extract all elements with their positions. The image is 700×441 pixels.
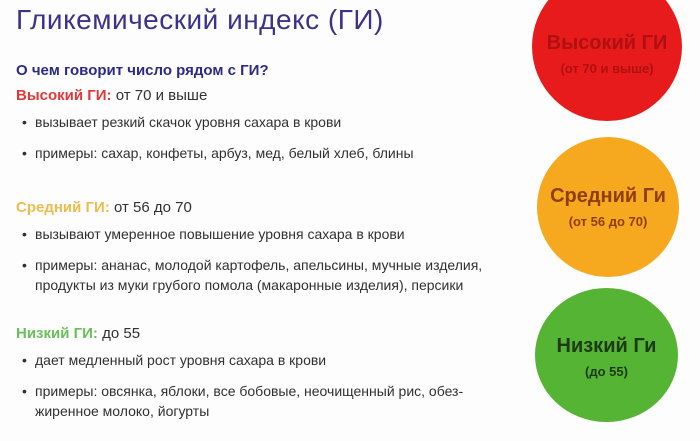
- low-gi-label: Низкий ГИ:: [16, 325, 98, 342]
- page-title: Гликемический индекс (ГИ): [16, 4, 384, 35]
- section-heading: Средний ГИ: от 56 до 70: [16, 198, 496, 217]
- bullet-item: примеры: сахар, конфеты, арбуз, мед, бел…: [22, 143, 496, 163]
- section-heading: Низкий ГИ: до 55: [16, 324, 496, 343]
- bullet-line: вызывает резкий скачок уровня сахара в к…: [35, 114, 342, 130]
- bullet-line: продукты из муки грубого помола (макарон…: [35, 277, 464, 293]
- bullet-item: дает медленный рост уровня сахара в кров…: [22, 350, 496, 370]
- circle-label: Низкий Ги: [556, 335, 657, 357]
- bullet-line: примеры: ананас, молодой картофель, апел…: [35, 257, 483, 273]
- bullet-item: вызывает резкий скачок уровня сахара в к…: [22, 112, 496, 132]
- medium-gi-range: от 56 до 70: [113, 199, 192, 216]
- low-gi-circle: Низкий Ги (до 55): [535, 288, 678, 422]
- circle-label: Высокий ГИ: [546, 31, 668, 54]
- bullet-line: жиренное молоко, йогурты: [35, 403, 210, 419]
- high-gi-range: от 70 и выше: [115, 87, 208, 104]
- high-gi-circle: Высокий ГИ (от 70 и выше): [532, 0, 682, 121]
- circle-subtitle: (от 56 до 70): [568, 214, 648, 229]
- bullet-line: примеры: овсянка, яблоки, все бобовые, н…: [35, 383, 464, 399]
- bullet-list: вызывает резкий скачок уровня сахара в к…: [16, 112, 496, 163]
- bullet-line: вызывают умеренное повышение уровня саха…: [35, 226, 405, 242]
- bullet-item: вызывают умеренное повышение уровня саха…: [22, 224, 496, 244]
- medium-gi-label: Средний ГИ:: [16, 199, 110, 216]
- bullet-item: примеры: ананас, молодой картофель, апел…: [22, 255, 496, 295]
- bullet-line: примеры: сахар, конфеты, арбуз, мед, бел…: [35, 145, 414, 161]
- bullet-line: дает медленный рост уровня сахара в кров…: [35, 352, 327, 368]
- section-heading: Высокий ГИ: от 70 и выше: [16, 86, 496, 105]
- medium-gi-circle: Средний Ги (от 56 до 70): [537, 137, 679, 277]
- circle-subtitle: (до 55): [585, 364, 628, 379]
- section-low-gi: Низкий ГИ: до 55 дает медленный рост уро…: [16, 324, 496, 432]
- bullet-list: вызывают умеренное повышение уровня саха…: [16, 224, 496, 295]
- bullet-list: дает медленный рост уровня сахара в кров…: [16, 350, 496, 421]
- circle-subtitle: (от 70 и выше): [560, 60, 654, 76]
- circle-label: Средний Ги: [550, 185, 666, 207]
- intro-question: О чем говорит число рядом с ГИ?: [16, 62, 269, 79]
- bullet-item: примеры: овсянка, яблоки, все бобовые, н…: [22, 381, 496, 421]
- section-medium-gi: Средний ГИ: от 56 до 70 вызывают умеренн…: [16, 198, 496, 306]
- low-gi-range: до 55: [102, 325, 141, 342]
- high-gi-label: Высокий ГИ:: [16, 87, 112, 104]
- section-high-gi: Высокий ГИ: от 70 и выше вызывает резкий…: [16, 86, 496, 174]
